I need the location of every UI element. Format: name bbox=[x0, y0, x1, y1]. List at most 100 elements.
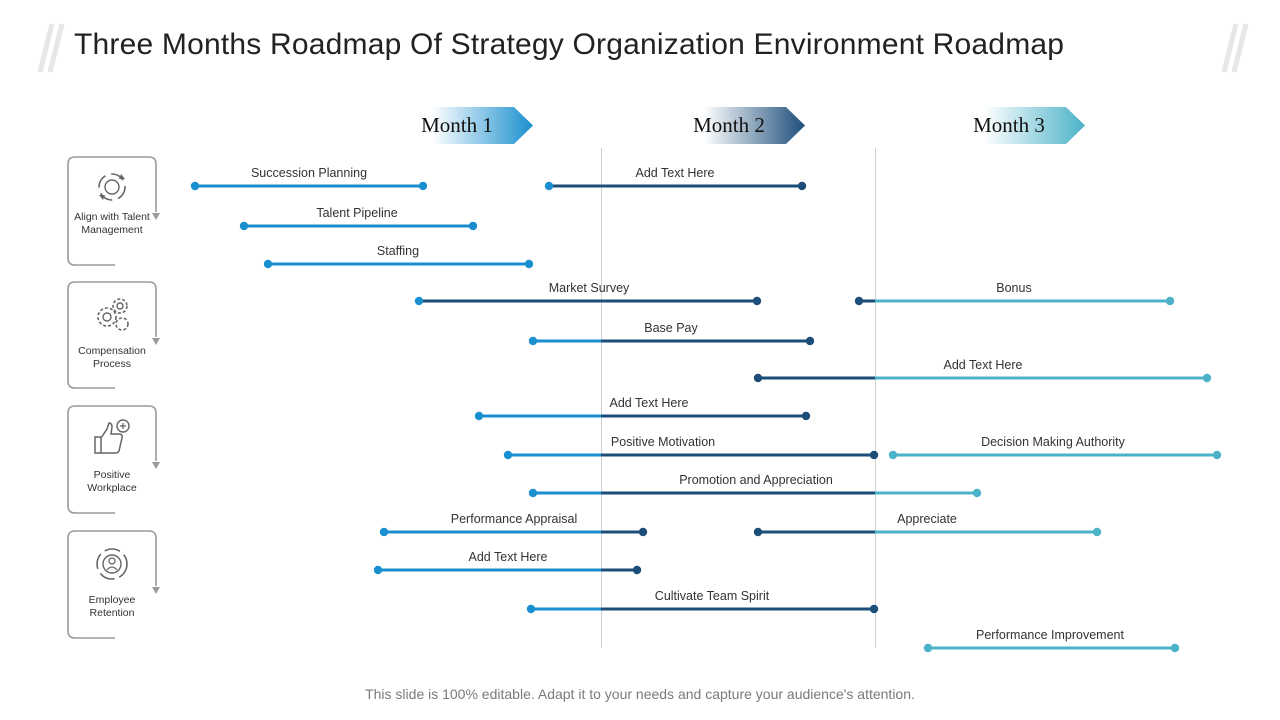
task-end-dot bbox=[418, 181, 428, 191]
task-label: Appreciate bbox=[897, 512, 957, 526]
task-end-dot bbox=[632, 565, 642, 575]
task-bar: Add Text Here bbox=[474, 396, 811, 421]
task-label: Decision Making Authority bbox=[981, 435, 1126, 449]
task-bar: Talent Pipeline bbox=[239, 206, 478, 231]
task-start-dot bbox=[503, 450, 513, 460]
task-bar: Succession Planning bbox=[190, 166, 428, 191]
task-label: Talent Pipeline bbox=[316, 206, 397, 220]
category-positive-workplace: Positive Workplace bbox=[67, 405, 160, 515]
task-bar: Performance Improvement bbox=[923, 628, 1180, 653]
footer-note: This slide is 100% editable. Adapt it to… bbox=[365, 686, 915, 702]
task-label: Add Text Here bbox=[610, 396, 689, 410]
task-start-dot bbox=[528, 336, 538, 346]
category-employee-retention: Employee Retention bbox=[67, 530, 160, 640]
task-start-dot bbox=[190, 181, 200, 191]
task-start-dot bbox=[923, 643, 933, 653]
task-label: Promotion and Appreciation bbox=[679, 473, 833, 487]
task-bar: Market Survey bbox=[414, 281, 762, 306]
task-bar: Positive Motivation bbox=[503, 435, 879, 460]
category-frame bbox=[67, 281, 160, 389]
task-start-dot bbox=[474, 411, 484, 421]
task-start-dot bbox=[373, 565, 383, 575]
task-end-dot bbox=[1092, 527, 1102, 537]
task-end-dot bbox=[1170, 643, 1180, 653]
category-align-talent: Align with Talent Management bbox=[67, 156, 160, 266]
task-start-dot bbox=[888, 450, 898, 460]
task-start-dot bbox=[526, 604, 536, 614]
month-2-header: Month 2 bbox=[670, 107, 806, 144]
month-2-label: Month 2 bbox=[693, 113, 765, 137]
recycle-arrows-icon bbox=[98, 173, 126, 201]
task-end-dot bbox=[752, 296, 762, 306]
task-bar: Add Text Here bbox=[373, 550, 642, 575]
task-end-dot bbox=[1202, 373, 1212, 383]
decorative-slash-right bbox=[1221, 23, 1249, 73]
task-bar: Base Pay bbox=[528, 321, 815, 346]
task-bar: Decision Making Authority bbox=[888, 435, 1222, 460]
task-end-dot bbox=[801, 411, 811, 421]
task-end-dot bbox=[805, 336, 815, 346]
category-frame bbox=[67, 530, 160, 639]
category-compensation: Compensation Process bbox=[67, 281, 160, 391]
thumbs-up-plus-icon bbox=[94, 419, 130, 454]
task-start-dot bbox=[239, 221, 249, 231]
task-start-dot bbox=[854, 296, 864, 306]
task-bar: Staffing bbox=[263, 244, 534, 269]
category-label: Employee Retention bbox=[88, 594, 136, 619]
task-end-dot bbox=[869, 450, 879, 460]
gears-icon bbox=[97, 298, 129, 331]
task-end-dot bbox=[638, 527, 648, 537]
task-start-dot bbox=[544, 181, 554, 191]
category-label: Align with Talent Management bbox=[74, 211, 150, 236]
task-bar: Bonus bbox=[854, 281, 1175, 306]
task-start-dot bbox=[528, 488, 538, 498]
month-3-label: Month 3 bbox=[973, 113, 1045, 137]
task-end-dot bbox=[972, 488, 982, 498]
task-bar: Add Text Here bbox=[753, 358, 1212, 383]
task-bar: Cultivate Team Spirit bbox=[526, 589, 879, 614]
category-label: Compensation Process bbox=[78, 345, 146, 370]
task-start-dot bbox=[379, 527, 389, 537]
task-label: Performance Appraisal bbox=[451, 512, 577, 526]
task-label: Positive Motivation bbox=[611, 435, 715, 449]
task-label: Base Pay bbox=[644, 321, 698, 335]
decorative-slash-left bbox=[37, 23, 65, 73]
task-start-dot bbox=[414, 296, 424, 306]
task-start-dot bbox=[753, 527, 763, 537]
month-1-label: Month 1 bbox=[421, 113, 493, 137]
task-label: Staffing bbox=[377, 244, 419, 258]
category-frame bbox=[67, 156, 160, 266]
task-bar: Appreciate bbox=[753, 512, 1102, 537]
task-bar: Add Text Here bbox=[544, 166, 807, 191]
task-label: Add Text Here bbox=[469, 550, 548, 564]
task-label: Bonus bbox=[996, 281, 1031, 295]
task-label: Performance Improvement bbox=[976, 628, 1125, 642]
people-cycle-icon bbox=[96, 548, 128, 580]
task-start-dot bbox=[263, 259, 273, 269]
task-bar: Performance Appraisal bbox=[379, 512, 648, 537]
month-divider-1 bbox=[601, 148, 602, 648]
task-bar: Promotion and Appreciation bbox=[528, 473, 982, 498]
task-end-dot bbox=[797, 181, 807, 191]
category-label: Positive Workplace bbox=[87, 469, 137, 494]
category-frame bbox=[67, 405, 160, 514]
task-label: Add Text Here bbox=[944, 358, 1023, 372]
task-end-dot bbox=[524, 259, 534, 269]
task-start-dot bbox=[753, 373, 763, 383]
page-title: Three Months Roadmap Of Strategy Organiz… bbox=[74, 28, 1065, 61]
month-3-header: Month 3 bbox=[950, 107, 1086, 144]
month-1-arrow bbox=[398, 107, 533, 144]
task-end-dot bbox=[1212, 450, 1222, 460]
month-2-arrow bbox=[670, 107, 805, 144]
task-label: Cultivate Team Spirit bbox=[655, 589, 770, 603]
month-divider-2 bbox=[875, 148, 876, 648]
task-label: Succession Planning bbox=[251, 166, 367, 180]
month-3-arrow bbox=[950, 107, 1085, 144]
task-end-dot bbox=[1165, 296, 1175, 306]
task-label: Add Text Here bbox=[636, 166, 715, 180]
task-end-dot bbox=[869, 604, 879, 614]
month-1-header: Month 1 bbox=[398, 107, 534, 144]
task-label: Market Survey bbox=[549, 281, 630, 295]
task-end-dot bbox=[468, 221, 478, 231]
